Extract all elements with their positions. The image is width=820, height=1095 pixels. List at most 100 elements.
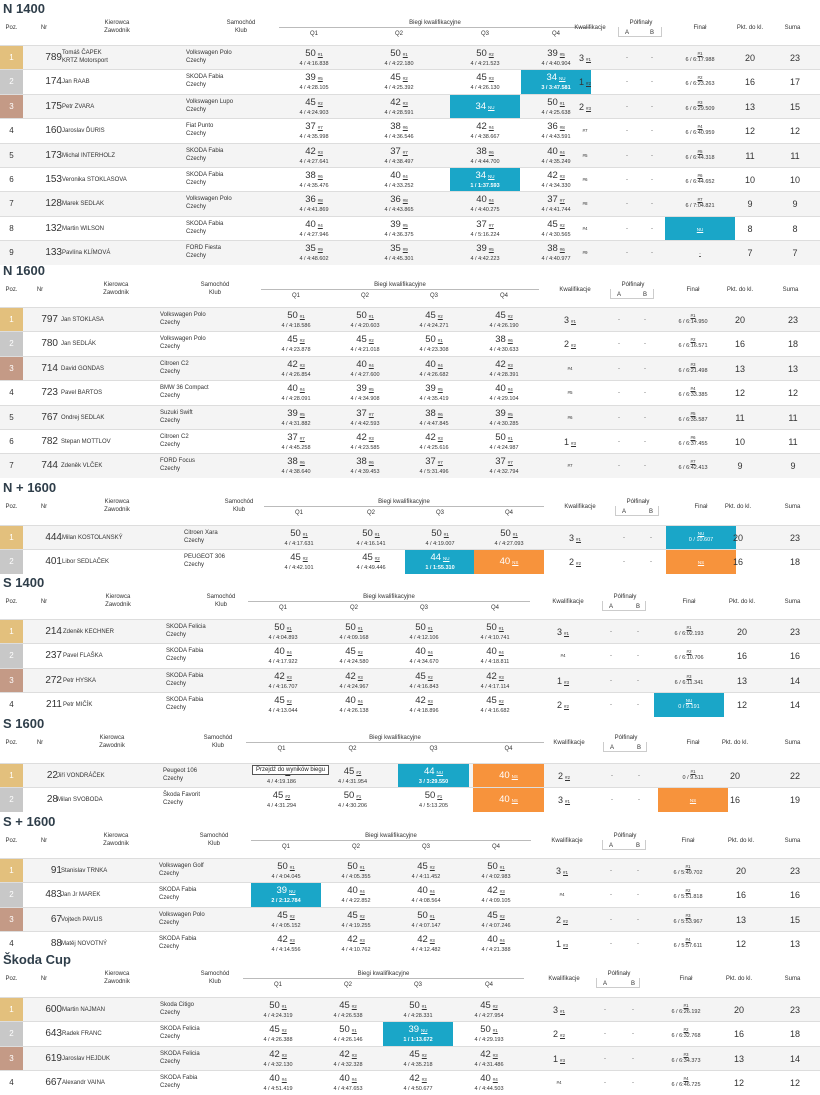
final-result[interactable]: NS bbox=[666, 550, 736, 575]
final-result[interactable]: #2 6 / 6:16.571 bbox=[658, 332, 728, 356]
heat-result-q4[interactable]: 50 #1 4 / 4:24.987 bbox=[469, 430, 539, 454]
heat-result-q4[interactable]: 40 NS bbox=[474, 550, 544, 575]
heat-result-q2[interactable]: 45 #2 4 / 4:25.392 bbox=[364, 70, 434, 94]
heat-result-q1[interactable]: 45 #2 4 / 4:24.903 bbox=[279, 95, 349, 119]
heat-result-q2[interactable]: 39 #5 4 / 4:36.375 bbox=[364, 217, 434, 241]
heat-result-q1[interactable]: 45 #2 4 / 4:31.294 bbox=[246, 788, 317, 812]
heat-result-q3[interactable]: 40 #4 4 / 4:08.564 bbox=[391, 883, 461, 907]
table-row[interactable]: 4 723 Pavel BARTOS BMW 36 Compact Czechy 40 #4… bbox=[0, 380, 820, 404]
heat-result-q3[interactable]: 42 #3 4 / 4:12.482 bbox=[391, 932, 461, 956]
final-result[interactable]: #7 6 / 7:04.821 bbox=[665, 192, 735, 216]
heat-result-q1[interactable]: 45 #2 4 / 4:05.152 bbox=[251, 908, 321, 932]
heat-result-q2[interactable]: 50 #1 4 / 4:09.168 bbox=[319, 620, 389, 644]
heat-result-q4[interactable]: 50 #1 4 / 4:29.193 bbox=[454, 1022, 524, 1046]
driver-name[interactable]: Libor SEDLAČEK bbox=[62, 559, 110, 566]
heat-result-q4[interactable]: 36 #8 4 / 4:43.591 bbox=[521, 119, 591, 143]
heat-result-q1[interactable]: 42 #3 4 / 4:14.556 bbox=[251, 932, 321, 956]
heat-result-q1[interactable]: 37 #7 4 / 4:35.998 bbox=[279, 119, 349, 143]
driver-name[interactable]: Petr HYSKA bbox=[63, 677, 97, 684]
heat-result-q1[interactable]: 50 #1 4 / 4:24.319 bbox=[243, 998, 313, 1022]
table-row[interactable]: 3 175 Petr ZVARA Volkswagen Lupo Czechy 45 #2 4… bbox=[0, 93, 820, 119]
table-row[interactable]: 5 173 Michal INTERHOLZ SKODA Fabia Czechy 42 #… bbox=[0, 142, 820, 168]
heat-result-q1[interactable]: 42 #3 4 / 4:16.707 bbox=[248, 669, 318, 693]
heat-result-q1[interactable]: 40 #4 4 / 4:17.922 bbox=[248, 644, 318, 668]
driver-name[interactable]: Stepan MOTTLOV bbox=[61, 438, 111, 445]
table-row[interactable]: 7 128 Marek SEDLAK Volkswagen Polo Czechy 36 #… bbox=[0, 191, 820, 216]
heat-result-q2[interactable]: 42 #3 4 / 4:24.967 bbox=[319, 669, 389, 693]
heat-result-q2[interactable]: 37 #7 4 / 4:42.593 bbox=[330, 406, 400, 430]
heat-result-q1[interactable]: 50 #1 4 / 4:18.586 bbox=[261, 308, 331, 332]
driver-name[interactable]: Martin WILSON bbox=[62, 225, 105, 232]
final-result[interactable]: #3 6 / 6:21.498 bbox=[658, 357, 728, 381]
driver-name[interactable]: Alexandr VAINA bbox=[62, 1080, 105, 1087]
heat-result-q4[interactable]: 50 #1 4 / 4:27.093 bbox=[474, 526, 544, 550]
driver-name[interactable]: Jaroslav ĎURIS bbox=[62, 128, 105, 135]
heat-result-q2[interactable]: 50 #1 4 / 4:26.146 bbox=[313, 1022, 383, 1046]
table-row[interactable]: 7 744 Zdeněk VLČEK FORD Focus Czechy 38 #6 4 / … bbox=[0, 453, 820, 478]
heat-result-q1[interactable]: 38 #6 4 / 4:38.640 bbox=[261, 454, 331, 478]
final-result[interactable]: #1 6 / 6:02.193 bbox=[654, 620, 724, 644]
heat-result-q3[interactable]: 40 #4 4 / 4:26.682 bbox=[399, 357, 469, 381]
heat-result-q4[interactable]: 42 #3 4 / 4:09.105 bbox=[461, 883, 531, 907]
final-result[interactable]: #4 6 / 6:40.959 bbox=[665, 119, 735, 143]
heat-result-q3[interactable]: 44 NU 3 / 3:29.550 bbox=[398, 764, 469, 788]
heat-result-q3[interactable]: 40 #4 4 / 4:34.670 bbox=[389, 644, 459, 668]
table-row[interactable]: 1 214 Zdeněk KECHNER SKODA Felicia Czechy 50 #… bbox=[0, 619, 820, 644]
heat-result-q2[interactable]: 45 #2 4 / 4:26.538 bbox=[313, 998, 383, 1022]
heat-result-q2[interactable]: 45 #2 4 / 4:21.018 bbox=[330, 332, 400, 356]
driver-name[interactable]: David GONDAS bbox=[61, 365, 105, 372]
driver-name[interactable]: Jan STOKLASA bbox=[61, 317, 104, 323]
table-row[interactable]: 3 619 Jaroslav HEJDUK SKODA Felicia Czechy 42… bbox=[0, 1045, 820, 1071]
final-result[interactable]: #3 6 / 5:53.967 bbox=[653, 908, 723, 932]
heat-result-q3[interactable]: 45 #2 4 / 4:16.843 bbox=[389, 669, 459, 693]
heat-result-q4[interactable]: 45 #2 4 / 4:27.954 bbox=[454, 998, 524, 1022]
final-result[interactable]: #1 6 / 5:49.702 bbox=[653, 859, 723, 883]
heat-result-q1[interactable]: 50 #1 4 / 4:04.893 bbox=[248, 620, 318, 644]
final-result[interactable]: #6 6 / 6:37.455 bbox=[658, 430, 728, 454]
table-row[interactable]: 5 767 Ondrej SEDLAK Suzuki Swift Czechy 39 #5 4… bbox=[0, 404, 820, 430]
heat-result-q2[interactable]: 50 #1 4 / 4:16.141 bbox=[336, 526, 406, 550]
driver-name[interactable]: Ondrej SEDLAK bbox=[61, 414, 105, 421]
table-row[interactable]: 4 211 Petr MIČÍK SKODA Fabia Czechy 45 #2 4 / 4… bbox=[0, 692, 820, 718]
heat-result-q2[interactable]: 35 #9 4 / 4:45.301 bbox=[364, 241, 434, 265]
table-row[interactable]: 4 88 Matěj NOVOTNÝ SKODA Fabia Czechy 42 #3 4 /… bbox=[0, 931, 820, 955]
heat-result-q4[interactable]: 40 #4 4 / 4:21.388 bbox=[461, 932, 531, 956]
driver-name[interactable]: Petr MIČÍK bbox=[63, 702, 93, 709]
table-row[interactable]: 9 133 Pavlína KLÍMOVÁ FORD Fiesta Czechy 35 #9… bbox=[0, 240, 820, 265]
table-row[interactable]: 6 782 Stepan MOTTLOV Citroen C2 Czechy 37 #7 4 … bbox=[0, 428, 820, 454]
final-result[interactable]: #5 6 / 6:44.318 bbox=[665, 144, 735, 168]
table-row[interactable]: 3 714 David GONDAS Citroen C2 Czechy 42 #3 4 / … bbox=[0, 355, 820, 381]
final-result[interactable]: NU 0 / 9.191 bbox=[654, 693, 724, 718]
heat-result-q3[interactable]: 45 #3 4 / 4:26.130 bbox=[450, 70, 520, 94]
driver-name[interactable]: Pavel BARTOS bbox=[61, 390, 103, 397]
final-result[interactable]: #3 6 / 6:34.373 bbox=[651, 1047, 721, 1071]
heat-result-q1[interactable]: 45 #2 4 / 4:26.388 bbox=[243, 1022, 313, 1046]
heat-result-q4[interactable]: 37 #7 4 / 4:41.744 bbox=[521, 192, 591, 216]
heat-result-q4[interactable]: 50 #1 4 / 4:10.741 bbox=[460, 620, 530, 644]
heat-result-q4[interactable]: 40 #4 4 / 4:18.811 bbox=[460, 644, 530, 668]
driver-name[interactable]: Jan SEDLÁK bbox=[61, 341, 97, 348]
final-result[interactable]: - bbox=[665, 241, 735, 265]
table-row[interactable]: 2 237 Pavel FLAŠKA SKODA Fabia Czechy 40 #4 4 /… bbox=[0, 643, 820, 668]
driver-name[interactable]: Michal INTERHOLZ bbox=[62, 152, 116, 159]
heat-result-q1[interactable]: 45 #2 4 / 4:23.878 bbox=[261, 332, 331, 356]
final-result[interactable]: NU 0 / 10.607 bbox=[666, 526, 736, 550]
heat-result-q1[interactable]: 50 #1 4 / 4:17.631 bbox=[264, 526, 334, 550]
heat-result-q2[interactable]: 39 #5 4 / 4:34.908 bbox=[330, 381, 400, 405]
table-row[interactable]: 3 272 Petr HYSKA SKODA Fabia Czechy 42 #3 4 / 4… bbox=[0, 667, 820, 693]
heat-result-q4[interactable]: 50 #1 4 / 4:25.638 bbox=[521, 95, 591, 119]
heat-result-q4[interactable]: 34 NU 3 / 3:47.581 bbox=[521, 70, 591, 95]
final-result[interactable]: #4 6 / 5:57.611 bbox=[653, 932, 723, 956]
final-result[interactable]: #1 6 / 6:14.950 bbox=[658, 308, 728, 332]
table-row[interactable]: 3 67 Vojtech PAVLIS Volkswagen Polo Czechy 45… bbox=[0, 906, 820, 932]
heat-result-q4[interactable]: 42 #3 4 / 4:31.486 bbox=[454, 1047, 524, 1071]
heat-result-q4[interactable]: 50 #1 4 / 4:02.983 bbox=[461, 859, 531, 883]
heat-result-q1[interactable]: 40 #4 4 / 4:51.419 bbox=[243, 1071, 313, 1095]
heat-result-q4[interactable]: 39 #5 4 / 4:30.285 bbox=[469, 406, 539, 430]
final-result[interactable]: #3 6 / 6:29.509 bbox=[665, 95, 735, 119]
heat-result-q2[interactable]: 40 #4 4 / 4:33.252 bbox=[364, 168, 434, 192]
table-row[interactable]: 1 789 Tomáš ČAPEK KRTZ Motorsport Volkswagen… bbox=[0, 45, 820, 70]
heat-result-q3[interactable]: 38 #6 4 / 4:47.845 bbox=[399, 406, 469, 430]
heat-result-q2[interactable]: 50 #1 4 / 4:05.355 bbox=[321, 859, 391, 883]
heat-result-q4[interactable]: 42 #3 4 / 4:28.391 bbox=[469, 357, 539, 381]
